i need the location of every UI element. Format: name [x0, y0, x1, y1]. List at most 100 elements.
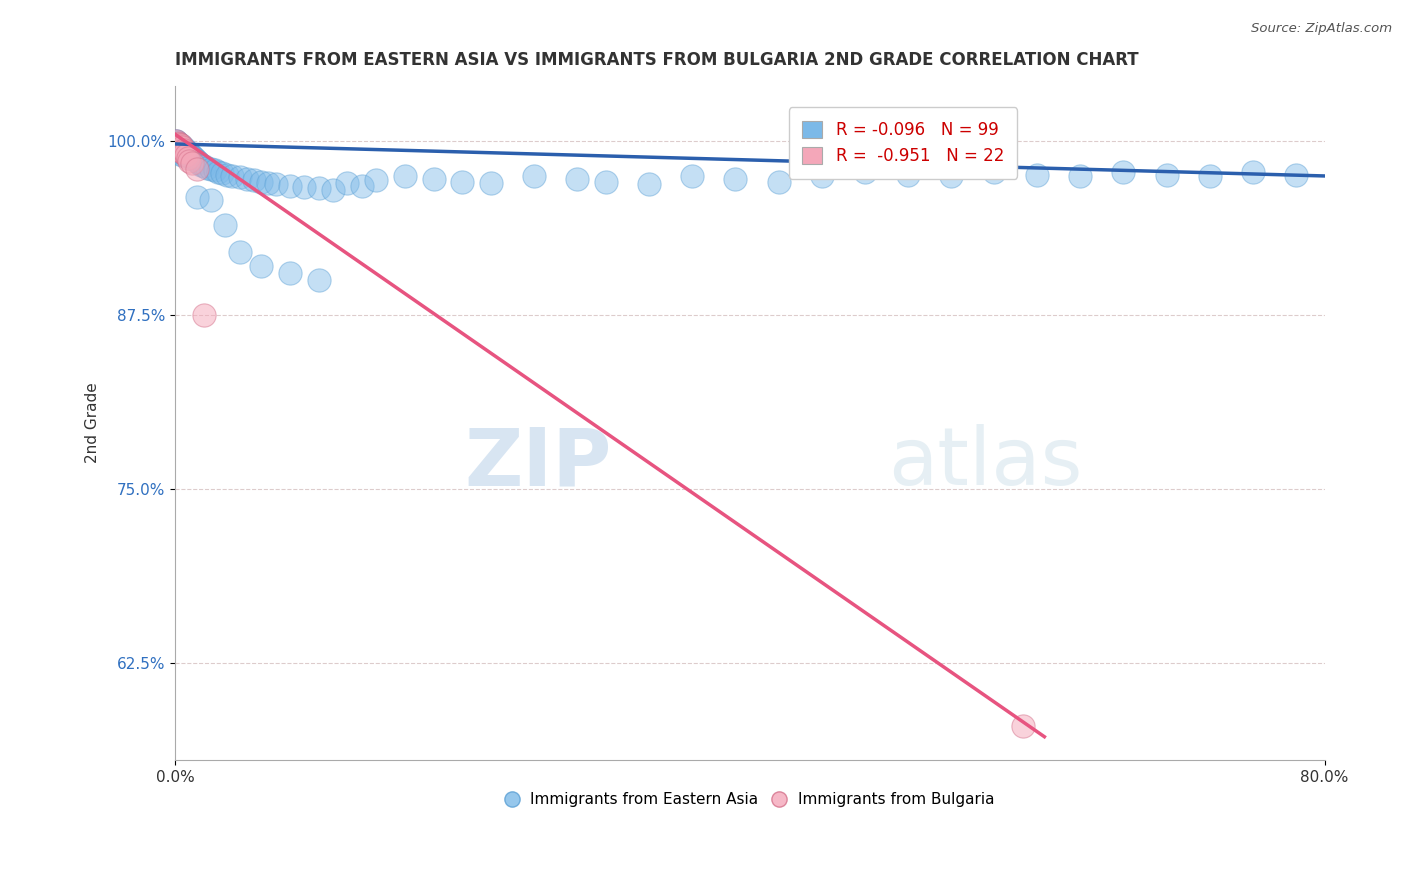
- Point: [179, 146, 201, 161]
- Point: [165, 140, 187, 154]
- Point: [939, 169, 962, 183]
- Point: [177, 145, 200, 160]
- Point: [264, 178, 287, 192]
- Point: [169, 143, 191, 157]
- Point: [169, 140, 191, 154]
- Point: [177, 148, 200, 162]
- Point: [176, 148, 198, 162]
- Point: [724, 171, 747, 186]
- Point: [250, 175, 273, 189]
- Point: [169, 136, 191, 151]
- Point: [853, 165, 876, 179]
- Point: [1327, 169, 1350, 183]
- Point: [172, 145, 194, 160]
- Point: [257, 176, 280, 190]
- Point: [681, 169, 703, 183]
- Point: [200, 161, 222, 176]
- Point: [166, 136, 188, 150]
- Point: [173, 143, 195, 157]
- Point: [567, 171, 589, 186]
- Point: [172, 143, 194, 157]
- Point: [278, 178, 301, 193]
- Text: ZIP: ZIP: [464, 425, 612, 502]
- Point: [193, 159, 215, 173]
- Point: [173, 144, 195, 158]
- Point: [190, 158, 212, 172]
- Point: [165, 136, 187, 151]
- Point: [451, 175, 474, 189]
- Point: [278, 266, 301, 280]
- Point: [366, 173, 388, 187]
- Point: [336, 176, 359, 190]
- Point: [897, 168, 920, 182]
- Point: [181, 156, 204, 170]
- Point: [181, 149, 204, 163]
- Point: [165, 134, 187, 148]
- Point: [169, 143, 191, 157]
- Point: [166, 138, 188, 153]
- Point: [243, 173, 266, 187]
- Point: [170, 138, 193, 153]
- Point: [173, 146, 195, 161]
- Point: [1241, 165, 1264, 179]
- Point: [179, 149, 201, 163]
- Point: [350, 178, 373, 193]
- Point: [166, 138, 188, 153]
- Point: [1285, 168, 1308, 182]
- Point: [638, 178, 661, 192]
- Point: [204, 163, 226, 178]
- Point: [170, 146, 193, 161]
- Point: [250, 260, 273, 274]
- Point: [169, 136, 191, 151]
- Point: [170, 144, 193, 158]
- Point: [186, 190, 208, 204]
- Point: [188, 156, 211, 170]
- Point: [179, 153, 201, 168]
- Point: [207, 165, 229, 179]
- Point: [308, 273, 330, 287]
- Point: [523, 169, 546, 183]
- Text: IMMIGRANTS FROM EASTERN ASIA VS IMMIGRANTS FROM BULGARIA 2ND GRADE CORRELATION C: IMMIGRANTS FROM EASTERN ASIA VS IMMIGRAN…: [174, 51, 1139, 69]
- Point: [183, 151, 205, 165]
- Point: [174, 145, 197, 160]
- Point: [236, 171, 259, 186]
- Point: [1112, 165, 1135, 179]
- Point: [308, 181, 330, 195]
- Point: [170, 141, 193, 155]
- Point: [166, 136, 188, 150]
- Point: [172, 145, 194, 160]
- Point: [180, 148, 202, 162]
- Point: [1026, 168, 1049, 182]
- Point: [1371, 165, 1393, 179]
- Point: [195, 161, 218, 175]
- Point: [1198, 169, 1220, 183]
- Point: [422, 171, 444, 186]
- Point: [165, 134, 187, 148]
- Point: [186, 153, 208, 168]
- Point: [165, 143, 187, 157]
- Point: [176, 146, 198, 161]
- Point: [1069, 169, 1091, 183]
- Y-axis label: 2nd Grade: 2nd Grade: [86, 383, 100, 463]
- Point: [169, 140, 191, 154]
- Point: [181, 153, 204, 167]
- Point: [211, 166, 233, 180]
- Point: [174, 145, 197, 160]
- Point: [214, 218, 236, 232]
- Point: [166, 144, 188, 158]
- Point: [215, 168, 238, 182]
- Point: [176, 144, 198, 158]
- Point: [228, 245, 250, 260]
- Point: [200, 193, 222, 207]
- Point: [479, 176, 502, 190]
- Point: [186, 161, 208, 176]
- Point: [322, 183, 344, 197]
- Point: [172, 140, 194, 154]
- Point: [165, 140, 187, 154]
- Point: [172, 148, 194, 162]
- Point: [174, 143, 197, 157]
- Legend: Immigrants from Eastern Asia, Immigrants from Bulgaria: Immigrants from Eastern Asia, Immigrants…: [499, 786, 1000, 814]
- Point: [394, 169, 416, 183]
- Point: [595, 175, 617, 189]
- Point: [1011, 718, 1033, 732]
